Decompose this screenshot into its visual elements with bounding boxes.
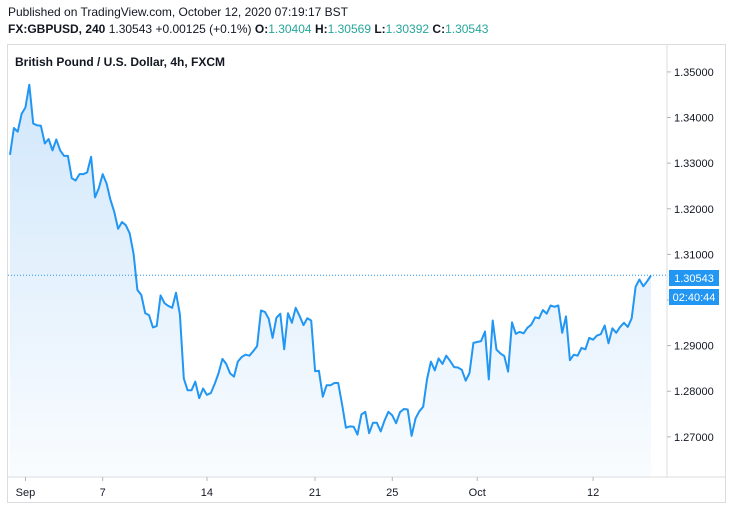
y-tick-label: 1.29000 [674, 341, 714, 353]
price-change: +0.00125 (+0.1%) [155, 22, 252, 36]
high-label: H: [314, 22, 328, 36]
x-tick-label: Sep [16, 487, 36, 499]
y-tick-label: 1.32000 [674, 204, 714, 216]
y-tick-label: 1.34000 [674, 113, 714, 125]
y-axis[interactable]: 1.350001.340001.330001.320001.310001.300… [667, 67, 714, 444]
last-price: 1.30543 [108, 22, 153, 36]
countdown-label-box: 02:40:44 [669, 289, 719, 305]
symbol-name: FX:GBPUSD, 240 [8, 22, 106, 36]
open-value: 1.30404 [268, 22, 312, 36]
symbol-line: FX:GBPUSD, 240 1.30543 +0.00125 (+0.1%) … [8, 21, 488, 38]
x-tick-label: 12 [587, 487, 599, 499]
price-area-fill [10, 84, 651, 477]
x-tick-label: 21 [309, 487, 321, 499]
low-label: L: [374, 22, 386, 36]
high-value: 1.30569 [327, 22, 371, 36]
y-tick-label: 1.28000 [674, 386, 714, 398]
y-tick-label: 1.35000 [674, 67, 714, 79]
published-line: Published on TradingView.com, October 12… [8, 5, 348, 19]
y-tick-label: 1.27000 [674, 432, 714, 444]
open-label: O: [254, 22, 269, 36]
price-line [9, 83, 652, 437]
chart-frame [7, 44, 726, 503]
x-tick-label: 14 [201, 487, 213, 499]
close-value: 1.30543 [445, 22, 489, 36]
close-label: C: [432, 22, 446, 36]
y-tick-label: 1.31000 [674, 249, 714, 261]
chart-header: Published on TradingView.com, October 12… [8, 4, 488, 38]
x-tick-label: 7 [100, 487, 106, 499]
countdown-label-text: 02:40:44 [673, 292, 716, 304]
x-axis[interactable]: Sep 7 14 21 25 Oct 12 [16, 477, 600, 499]
low-value: 1.30392 [385, 22, 430, 36]
x-tick-label: 25 [386, 487, 398, 499]
price-label-box: 1.30543 [669, 270, 719, 286]
y-tick-label: 1.33000 [674, 158, 714, 170]
chart-title: British Pound / U.S. Dollar, 4h, FXCM [15, 55, 225, 69]
price-label-text: 1.30543 [674, 273, 714, 285]
x-tick-label: Oct [469, 487, 486, 499]
